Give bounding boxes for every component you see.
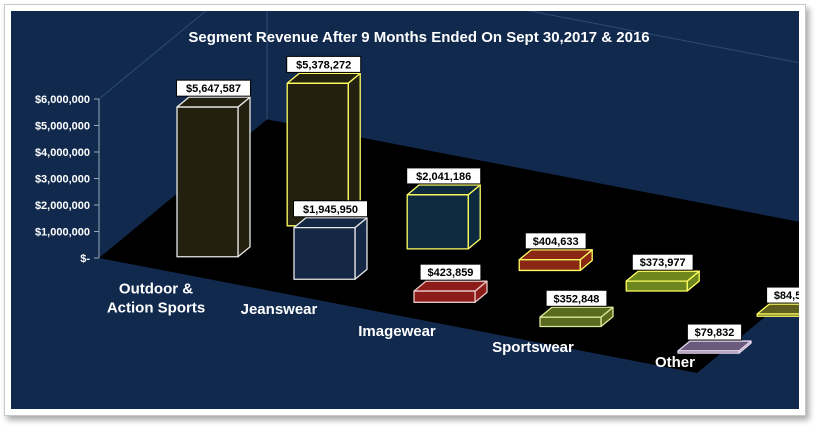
y-axis: $6,000,000 $5,000,000 $4,000,000 $3,000,000… bbox=[35, 94, 100, 265]
data-label: $404,633 bbox=[533, 236, 579, 248]
chart-title: Segment Revenue After 9 Months Ended On … bbox=[188, 29, 649, 46]
category-label: Imagewear bbox=[358, 323, 436, 340]
data-label: $1,945,950 bbox=[303, 204, 358, 216]
category-label: Jeanswear bbox=[241, 301, 318, 318]
chart-wall-edge bbox=[98, 11, 799, 100]
bar-top bbox=[413, 280, 488, 292]
data-label: $423,859 bbox=[428, 267, 474, 279]
y-tick-label: $3,000,000 bbox=[35, 174, 90, 186]
chart-walls bbox=[98, 11, 799, 120]
bar bbox=[293, 217, 368, 280]
data-label-box bbox=[524, 232, 587, 250]
data-label: $352,848 bbox=[554, 293, 600, 305]
bar-top bbox=[293, 217, 368, 229]
bar-side bbox=[467, 184, 481, 250]
category-labels: Outdoor & Action Sports Jeanswear Imagewear… bbox=[107, 281, 695, 372]
bars bbox=[176, 72, 799, 354]
bar bbox=[539, 306, 614, 328]
bar-front bbox=[677, 350, 740, 354]
bar bbox=[756, 303, 799, 317]
y-tick-label: $4,000,000 bbox=[35, 147, 90, 159]
chart-frame: $6,000,000 $5,000,000 $4,000,000 $3,000,000… bbox=[4, 4, 806, 416]
data-label: $79,832 bbox=[695, 327, 735, 339]
bar-front bbox=[756, 313, 799, 317]
bar bbox=[406, 184, 481, 250]
bar-front bbox=[625, 280, 688, 292]
y-tick-label: $- bbox=[80, 253, 90, 265]
bar-top bbox=[518, 249, 593, 261]
data-labels: $5,378,272 $2,041,186 $404,633 $373,977 $84,… bbox=[176, 55, 799, 341]
bar-front bbox=[518, 259, 581, 272]
bar-front bbox=[539, 316, 602, 328]
bar bbox=[625, 270, 700, 292]
data-label-box bbox=[176, 79, 251, 97]
category-label: Outdoor & bbox=[119, 281, 193, 298]
data-label-box bbox=[286, 55, 362, 73]
data-label-box bbox=[766, 286, 799, 304]
y-tick-label: $1,000,000 bbox=[35, 227, 90, 239]
bar-front bbox=[293, 227, 356, 280]
bar-side bbox=[237, 96, 251, 258]
y-tick-label: $6,000,000 bbox=[35, 94, 90, 106]
chart-canvas: $6,000,000 $5,000,000 $4,000,000 $3,000,000… bbox=[35, 11, 799, 373]
bar bbox=[413, 280, 488, 303]
data-label: $5,647,587 bbox=[186, 83, 241, 95]
y-tick-label: $5,000,000 bbox=[35, 121, 90, 133]
data-label: $5,378,272 bbox=[296, 59, 351, 71]
data-label-box bbox=[406, 167, 482, 185]
bar bbox=[677, 340, 752, 354]
bar-front bbox=[176, 106, 239, 258]
bar-top bbox=[677, 340, 752, 352]
category-label: Action Sports bbox=[107, 300, 205, 317]
data-label: $373,977 bbox=[640, 257, 686, 269]
category-label: Sportswear bbox=[492, 339, 574, 356]
data-label-box bbox=[686, 323, 743, 341]
data-label-box bbox=[631, 253, 694, 271]
data-label: $84,531 bbox=[774, 290, 799, 302]
bar bbox=[176, 96, 251, 258]
data-label-box bbox=[419, 263, 482, 281]
bar-front bbox=[406, 194, 469, 250]
bar-top bbox=[539, 306, 614, 318]
category-label: Other bbox=[655, 354, 695, 371]
y-tick-label: $2,000,000 bbox=[35, 200, 90, 212]
bar-top bbox=[625, 270, 700, 282]
bar bbox=[518, 249, 593, 272]
bar-top bbox=[176, 96, 251, 108]
data-label-box bbox=[293, 200, 368, 218]
bar-front bbox=[413, 290, 476, 303]
chart-panel: $6,000,000 $5,000,000 $4,000,000 $3,000,000… bbox=[11, 11, 799, 409]
bar-top bbox=[406, 184, 481, 196]
data-label: $2,041,186 bbox=[416, 171, 471, 183]
bar-top bbox=[286, 72, 361, 84]
data-label-box bbox=[545, 289, 608, 307]
